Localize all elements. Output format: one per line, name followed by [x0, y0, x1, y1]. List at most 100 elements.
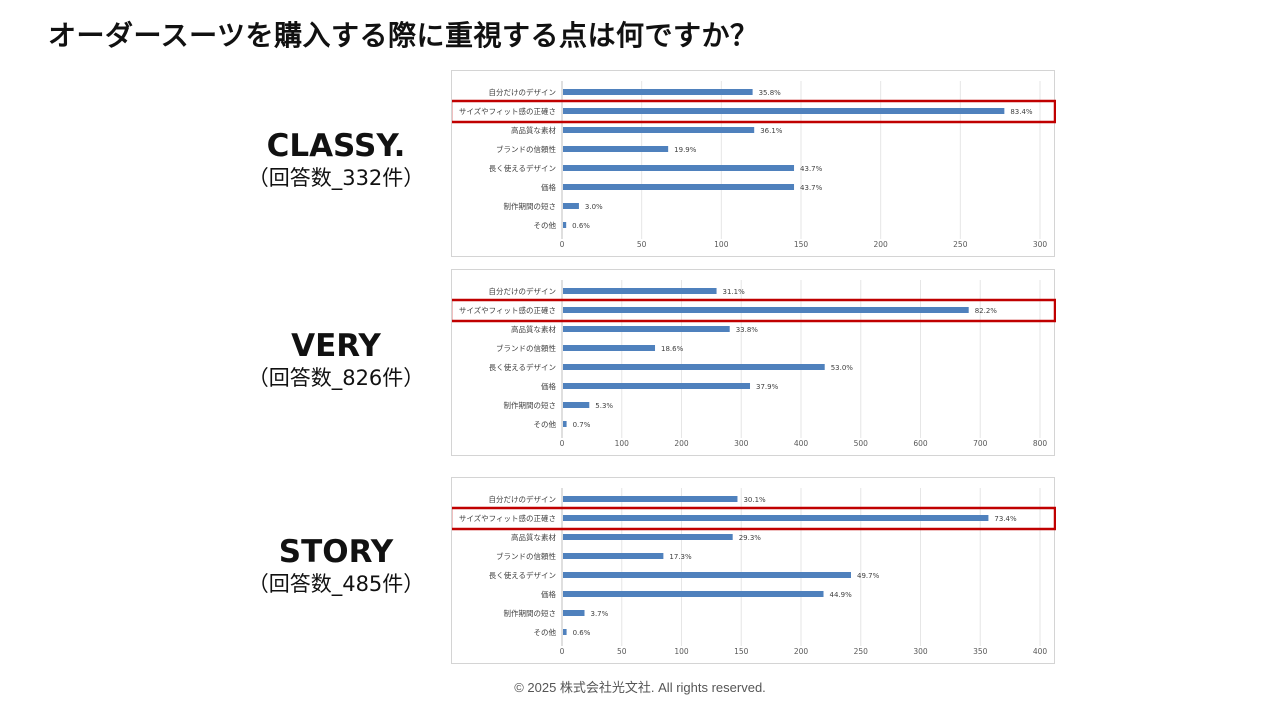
data-label: 29.3% [739, 534, 762, 542]
highlight-box [452, 99, 1056, 124]
chart-svg: 0 50 100 150 200 250 300 自分だけのデザイン 35.8% サイズやフィット… [452, 81, 1056, 249]
x-tick-label: 300 [1033, 240, 1048, 249]
bar [563, 591, 824, 597]
category-label: その他 [534, 627, 557, 637]
bar [563, 515, 989, 521]
bar [563, 127, 755, 133]
page-title: オーダースーツを購入する際に重視する点は何ですか？ [48, 19, 759, 52]
category-label: 高品質な素材 [511, 125, 556, 135]
bar [563, 402, 590, 408]
category-label: サイズやフィット感の正確さ [459, 305, 556, 315]
category-label: 制作期間の短さ [504, 608, 557, 618]
data-label: 37.9% [756, 383, 779, 391]
x-tick-label: 150 [734, 647, 749, 656]
copyright-notice: © 2025 株式会社光文社. All rights reserved. [514, 680, 766, 695]
data-label: 5.3% [595, 402, 613, 410]
bar [563, 610, 585, 616]
highlight-box [452, 506, 1056, 531]
bar [563, 421, 567, 427]
category-label: ブランドの信頼性 [496, 144, 556, 154]
category-label: その他 [534, 220, 557, 230]
data-label: 36.1% [760, 127, 783, 135]
category-label: 長く使えるデザイン [489, 570, 556, 580]
chart-classy: 0 50 100 150 200 250 300 自分だけのデザイン 35.8% サイズやフィット… [451, 70, 1056, 257]
category-label: 自分だけのデザイン [489, 286, 557, 296]
x-tick-label: 300 [734, 439, 749, 448]
category-label: 長く使えるデザイン [489, 362, 556, 372]
x-tick-label: 400 [1033, 647, 1048, 656]
x-tick-label: 0 [560, 647, 565, 656]
category-label: 高品質な素材 [511, 532, 556, 542]
data-label: 44.9% [830, 591, 853, 599]
category-label: 制作期間の短さ [504, 400, 557, 410]
magazine-name: VERY [291, 328, 381, 364]
response-count: （回答数_485件） [247, 572, 425, 596]
x-tick-label: 100 [674, 647, 689, 656]
bar [563, 222, 567, 228]
bar [563, 383, 751, 389]
category-label: 高品質な素材 [511, 324, 556, 334]
bar [563, 307, 969, 313]
chart-svg: 0 100 200 300 400 500 600 700 800 自分だけのデザイン 31.1% サ… [452, 280, 1056, 448]
category-label: その他 [534, 419, 557, 429]
magazine-label-classy: CLASSY. （回答数_332件） [196, 128, 476, 192]
category-label: サイズやフィット感の正確さ [459, 513, 556, 523]
category-label: 自分だけのデザイン [489, 87, 557, 97]
chart-very: 0 100 200 300 400 500 600 700 800 自分だけのデザイン 31.1% サ… [451, 269, 1056, 456]
bar [563, 572, 851, 578]
response-count: （回答数_332件） [247, 166, 425, 190]
x-tick-label: 150 [794, 240, 809, 249]
magazine-label-very: VERY （回答数_826件） [196, 328, 476, 392]
data-label: 43.7% [800, 184, 823, 192]
bar [563, 203, 579, 209]
x-tick-label: 100 [714, 240, 729, 249]
data-label: 18.6% [661, 345, 684, 353]
x-tick-label: 0 [560, 240, 565, 249]
data-label: 82.2% [975, 307, 998, 315]
category-label: 自分だけのデザイン [489, 494, 557, 504]
x-tick-label: 250 [854, 647, 869, 656]
x-tick-label: 50 [637, 240, 647, 249]
x-tick-label: 200 [874, 240, 889, 249]
bar [563, 345, 656, 351]
bar [563, 288, 717, 294]
x-tick-label: 800 [1033, 439, 1048, 448]
x-tick-label: 100 [615, 439, 630, 448]
x-tick-label: 0 [560, 439, 565, 448]
data-label: 3.0% [585, 203, 603, 211]
category-label: 価格 [541, 381, 556, 391]
bar [563, 629, 567, 635]
category-label: サイズやフィット感の正確さ [459, 106, 556, 116]
bar [563, 89, 753, 95]
magazine-name: CLASSY. [266, 128, 406, 164]
x-tick-label: 600 [913, 439, 928, 448]
x-tick-label: 200 [674, 439, 689, 448]
category-label: ブランドの信頼性 [496, 551, 556, 561]
data-label: 43.7% [800, 165, 823, 173]
data-label: 0.6% [572, 222, 590, 230]
bar [563, 534, 733, 540]
data-label: 0.6% [573, 629, 591, 637]
data-label: 3.7% [591, 610, 609, 618]
magazine-label-story: STORY （回答数_485件） [196, 534, 476, 598]
chart-story: 0 50 100 150 200 250 300 350 400 自分だけのデザイン 30.1% サイ… [451, 477, 1056, 664]
data-label: 35.8% [759, 89, 782, 97]
x-tick-label: 500 [854, 439, 869, 448]
chart-svg: 0 50 100 150 200 250 300 350 400 自分だけのデザイン 30.1% サイ… [452, 488, 1056, 656]
x-tick-label: 700 [973, 439, 988, 448]
category-label: 価格 [541, 182, 556, 192]
response-count: （回答数_826件） [247, 366, 425, 390]
category-label: 制作期間の短さ [504, 201, 557, 211]
bar [563, 108, 1005, 114]
data-label: 0.7% [573, 421, 591, 429]
x-tick-label: 250 [953, 240, 968, 249]
bar [563, 553, 664, 559]
data-label: 33.8% [736, 326, 759, 334]
category-label: ブランドの信頼性 [496, 343, 556, 353]
data-label: 73.4% [994, 515, 1017, 523]
magazine-name: STORY [278, 534, 394, 570]
category-label: 価格 [541, 589, 556, 599]
data-label: 53.0% [831, 364, 854, 372]
x-tick-label: 300 [913, 647, 928, 656]
x-tick-label: 400 [794, 439, 809, 448]
